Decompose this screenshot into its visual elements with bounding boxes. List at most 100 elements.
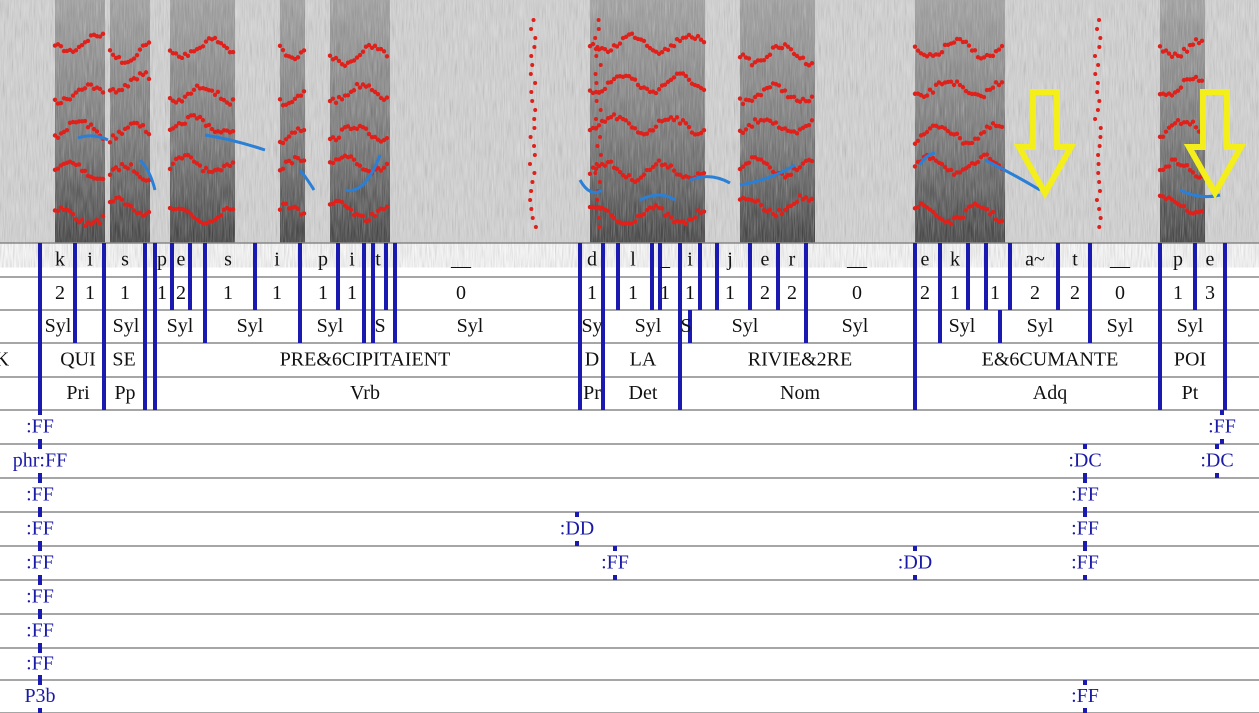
point-marker	[913, 575, 917, 580]
formant-dot	[668, 77, 674, 83]
formant-dot	[277, 97, 283, 102]
interval-label: Adq	[1033, 382, 1067, 404]
interval-label: Vrb	[350, 382, 380, 404]
formant-dot	[975, 136, 981, 141]
formant-dot	[230, 128, 236, 134]
formant-dot	[996, 47, 1002, 52]
formant-dot	[614, 44, 620, 49]
formant-dot	[215, 89, 221, 95]
highlight-arrow	[1013, 89, 1077, 200]
interval-label: Pr	[583, 382, 601, 404]
point-label: :FF	[26, 586, 54, 608]
formant-dot	[339, 199, 345, 205]
formant-dot	[1160, 134, 1166, 139]
interval-boundary	[1223, 277, 1227, 310]
interval-label: 0	[1115, 282, 1125, 304]
formant-dot	[773, 214, 779, 219]
formant-dot	[137, 174, 143, 180]
formant-dot	[767, 207, 773, 213]
formant-dot	[1098, 126, 1103, 130]
formant-dot	[927, 126, 933, 131]
formant-dot	[529, 90, 534, 94]
formant-dot	[668, 163, 674, 168]
formant-dot	[125, 166, 131, 171]
formant-dot	[170, 161, 176, 167]
interval-boundary	[153, 277, 157, 310]
interval-label: Syl	[842, 315, 869, 337]
formant-dot	[972, 48, 978, 53]
pitch-track	[77, 133, 1221, 202]
formant-dot	[529, 54, 534, 58]
formant-dot	[683, 73, 689, 79]
formant-dot	[1184, 49, 1190, 54]
formant-dot	[963, 39, 969, 45]
formant-dot	[635, 177, 641, 183]
formant-dot	[966, 164, 972, 169]
interval-boundary	[678, 277, 682, 310]
formant-dot	[966, 43, 972, 48]
formant-dot	[752, 117, 758, 122]
formant-dot	[749, 124, 755, 129]
interval-label: l	[630, 249, 636, 271]
formant-dot	[134, 52, 140, 58]
point-marker	[38, 648, 42, 653]
formant-dot	[1193, 125, 1199, 130]
formant-dot	[1098, 135, 1103, 139]
formant-dot	[301, 48, 307, 53]
formant-dot	[680, 219, 686, 224]
formant-dot	[1190, 119, 1196, 124]
formant-dot	[131, 169, 137, 174]
formant-dot	[88, 222, 94, 227]
interval-label: 1	[120, 282, 130, 304]
interval-label: i	[274, 249, 280, 271]
interval-boundary	[170, 277, 174, 310]
formant-dot	[170, 126, 176, 131]
formant-dot	[797, 165, 803, 170]
formant-dot	[339, 97, 345, 102]
formant-dot	[348, 154, 354, 159]
formant-dot	[623, 118, 629, 123]
interval-boundary	[1158, 277, 1162, 310]
formant-dot	[73, 217, 79, 222]
interval-boundary	[913, 277, 917, 310]
interval-label: 1	[685, 282, 695, 304]
interval-boundary	[601, 277, 605, 310]
interval-boundary	[143, 310, 147, 343]
formant-dot	[91, 126, 97, 132]
formant-dot	[185, 152, 191, 158]
interval-boundary	[913, 243, 917, 277]
formant-dot	[366, 131, 372, 137]
point-marker	[1083, 444, 1087, 449]
pitch-segment	[77, 134, 109, 142]
formant-dot	[381, 49, 387, 54]
interval-boundary	[1008, 277, 1012, 310]
formant-dot	[593, 166, 599, 172]
interval-label: D	[585, 349, 599, 371]
formant-dot	[182, 94, 188, 99]
formant-dot	[596, 27, 601, 31]
interval-label: a~	[1025, 249, 1045, 271]
interval-label: 1	[318, 282, 328, 304]
formant-dot	[644, 207, 650, 213]
formant-dot	[532, 45, 537, 49]
interval-boundary	[362, 277, 366, 310]
formant-dot	[1097, 144, 1102, 148]
formant-dot	[1093, 72, 1098, 76]
formant-dot	[173, 51, 179, 56]
formant-dot	[1163, 129, 1169, 134]
point-marker	[613, 546, 617, 551]
formant-dot	[1097, 99, 1102, 103]
formant-dot	[384, 95, 390, 100]
interval-label: POI	[1174, 349, 1206, 371]
interval-label: 2	[1030, 282, 1040, 304]
interval-label: 1	[660, 282, 670, 304]
formant-dot	[97, 221, 103, 226]
formant-dot	[794, 131, 800, 136]
formant-dot	[230, 49, 236, 55]
formant-dot	[295, 55, 301, 60]
interval-boundary	[170, 243, 174, 277]
formant-dot	[1175, 117, 1181, 123]
interval-label: 1	[223, 282, 233, 304]
formant-dot	[128, 162, 134, 167]
formant-dot	[301, 89, 307, 94]
